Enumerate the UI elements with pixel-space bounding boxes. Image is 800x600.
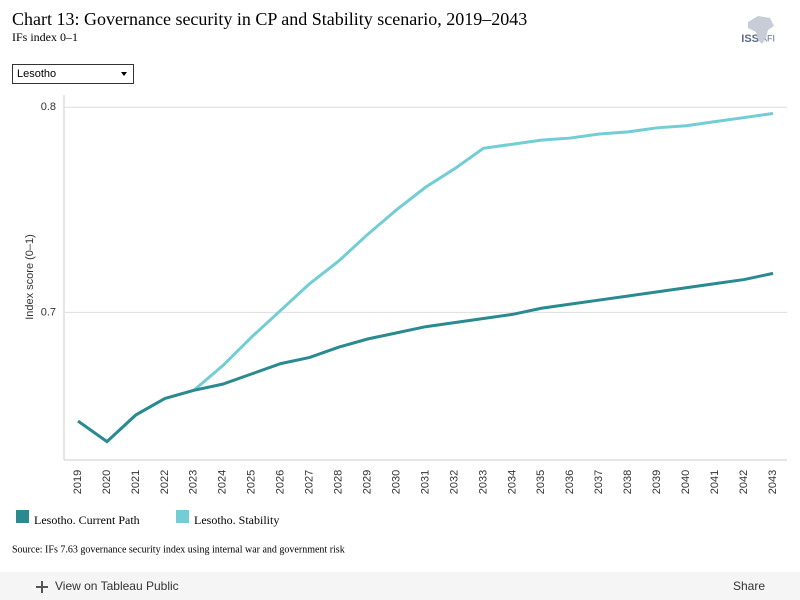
x-tick-label: 2043	[767, 470, 779, 494]
x-tick-label: 2032	[448, 470, 460, 494]
logo-map	[748, 16, 774, 44]
x-tick-label: 2028	[333, 470, 345, 494]
x-tick-label: 2033	[477, 470, 489, 494]
view-link[interactable]: View on Tableau Public	[55, 579, 179, 593]
x-tick-label: 2029	[361, 470, 373, 494]
tableau-icon	[36, 581, 48, 593]
legend-label: Lesotho. Stability	[194, 513, 279, 527]
dropdown-value[interactable]: Lesotho	[17, 68, 56, 80]
legend-swatch	[16, 510, 29, 523]
x-tick-label: 2025	[246, 470, 258, 494]
x-tick-label: 2031	[419, 470, 431, 494]
x-tick-label: 2041	[709, 470, 721, 494]
logo-right: AFI	[761, 33, 775, 43]
x-tick-label: 2020	[101, 470, 113, 494]
series-line	[77, 271, 774, 444]
x-tick-label: 2026	[275, 470, 287, 494]
x-tick-label: 2034	[506, 470, 518, 494]
toolbar	[0, 572, 800, 600]
y-tick-label: 0.7	[41, 306, 56, 318]
x-tick-label: 2021	[130, 470, 142, 494]
x-tick-label: 2035	[535, 470, 547, 494]
x-tick-label: 2036	[564, 470, 576, 494]
x-tick-label: 2027	[304, 470, 316, 494]
x-tick-label: 2040	[680, 470, 692, 494]
x-tick-label: 2042	[738, 470, 750, 494]
x-tick-label: 2039	[651, 470, 663, 494]
dropdown[interactable]	[12, 64, 134, 84]
legend-swatch	[176, 510, 189, 523]
chart-title: Chart 13: Governance security in CP and …	[12, 9, 527, 29]
x-tick-label: 2024	[217, 470, 229, 494]
x-tick-label: 2019	[72, 470, 84, 494]
source-note: Source: IFs 7.63 governance security ind…	[12, 544, 345, 555]
share-button[interactable]: Share	[733, 579, 765, 593]
y-tick-label: 0.8	[41, 101, 56, 113]
dropdown-arrow	[121, 72, 127, 76]
x-tick-label: 2037	[593, 470, 605, 494]
x-tick-label: 2030	[390, 470, 402, 494]
legend-label: Lesotho. Current Path	[34, 513, 140, 527]
y-axis-label: Index score (0–1)	[24, 234, 36, 320]
x-tick-label: 2038	[622, 470, 634, 494]
x-tick-label: 2022	[159, 470, 171, 494]
chart-subtitle: IFs index 0–1	[12, 30, 78, 44]
x-tick-label: 2023	[188, 470, 200, 494]
logo-left: ISS	[741, 33, 759, 45]
